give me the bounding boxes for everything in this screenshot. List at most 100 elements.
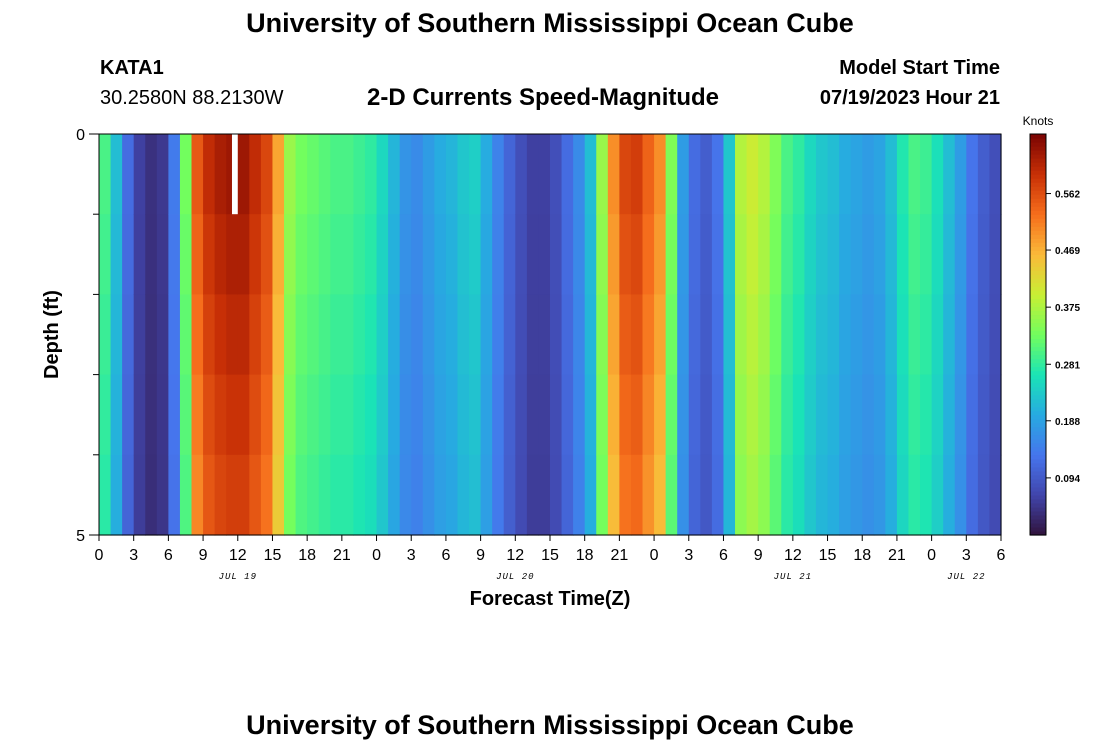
colorbar-segment: [1030, 374, 1046, 380]
heatmap-cell: [873, 214, 886, 295]
heatmap-cell: [769, 214, 782, 295]
colorbar-segment: [1030, 170, 1046, 175]
heatmap-cell: [619, 374, 632, 456]
heatmap-cell: [804, 294, 817, 376]
heatmap-cell: [896, 374, 910, 456]
heatmap-cell: [388, 214, 401, 295]
heatmap-cell: [457, 294, 470, 376]
heatmap-cell: [307, 374, 320, 456]
heatmap-cell: [804, 374, 817, 456]
heatmap-cell: [977, 294, 991, 376]
heatmap-cell: [284, 134, 297, 215]
heatmap-cell: [341, 454, 355, 536]
heatmap-cell: [237, 134, 250, 215]
heatmap-cell: [122, 214, 135, 295]
heatmap-cell: [804, 134, 817, 215]
heatmap-cell: [99, 134, 112, 215]
heatmap-cell: [677, 214, 690, 295]
heatmap-cell: [908, 374, 921, 456]
colorbar-segment: [1030, 350, 1046, 356]
colorbar-segment: [1030, 466, 1046, 472]
heatmap-cell: [272, 214, 285, 295]
colorbar-segment: [1030, 354, 1046, 360]
day-label: JUL 22: [947, 572, 985, 582]
x-tick-label: 12: [784, 547, 802, 564]
heatmap-cell: [943, 134, 956, 215]
heatmap-cell: [272, 454, 285, 536]
heatmap-cell: [688, 214, 701, 295]
colorbar-segment: [1030, 142, 1046, 147]
heatmap-cell: [596, 214, 609, 295]
heatmap-cell: [931, 214, 944, 295]
colorbar-segment: [1030, 218, 1046, 223]
heatmap-cell: [781, 134, 794, 215]
heatmap-cell: [145, 374, 158, 456]
heatmap-cell: [619, 454, 632, 536]
colorbar-title: Knots: [1023, 114, 1054, 128]
heatmap-cell: [642, 294, 655, 376]
heatmap-cell: [735, 294, 748, 376]
colorbar-segment: [1030, 490, 1046, 496]
heatmap-cell: [746, 374, 759, 456]
heatmap-cell: [214, 134, 227, 215]
heatmap-cell: [214, 214, 227, 295]
heatmap-cell: [203, 454, 216, 536]
heatmap-cell: [862, 294, 875, 376]
heatmap-cell: [318, 134, 331, 215]
heatmap-cell: [237, 294, 250, 376]
x-tick-label: 12: [229, 547, 247, 564]
heatmap-cell: [977, 374, 991, 456]
heatmap-cell: [573, 374, 586, 456]
heatmap-cell: [353, 454, 366, 536]
heatmap-cell: [133, 374, 146, 456]
heatmap-cell: [191, 374, 204, 456]
heatmap-cell: [630, 134, 644, 215]
heatmap-cell: [492, 454, 505, 536]
footer-title: University of Southern Mississippi Ocean…: [246, 710, 854, 740]
heatmap-cell: [804, 454, 817, 536]
heatmap-cell: [723, 374, 736, 456]
day-label: JUL 19: [219, 572, 257, 582]
colorbar-segment: [1030, 398, 1046, 404]
heatmap-cell: [862, 454, 875, 536]
heatmap-cell: [469, 454, 482, 536]
heatmap-cell: [515, 454, 528, 536]
heatmap-cell: [99, 214, 112, 295]
x-tick-label: 9: [476, 547, 485, 564]
heatmap-cell: [203, 294, 216, 376]
heatmap-cell: [399, 214, 412, 295]
heatmap-cell: [307, 294, 320, 376]
colorbar-tick-label: 0.094: [1055, 474, 1080, 485]
heatmap-cell: [434, 374, 447, 456]
colorbar-segment: [1030, 330, 1046, 336]
heatmap-cell: [723, 454, 736, 536]
colorbar-segment: [1030, 158, 1046, 163]
heatmap-cell: [792, 134, 806, 215]
heatmap-cell: [295, 454, 308, 536]
heatmap-cell: [295, 294, 308, 376]
colorbar-frame: [1029, 133, 1047, 536]
colorbar-segment: [1030, 202, 1046, 207]
heatmap-cell: [526, 454, 540, 536]
heatmap-cell: [966, 294, 979, 376]
heatmap-cell: [711, 214, 725, 295]
heatmap-cell: [873, 454, 886, 536]
heatmap-cell: [295, 374, 308, 456]
colorbar-segment: [1030, 506, 1046, 512]
colorbar-segment: [1030, 174, 1046, 179]
heatmap-cell: [607, 454, 620, 536]
heatmap-cell: [434, 134, 447, 215]
heatmap-cell: [954, 374, 967, 456]
x-tick-label: 6: [719, 547, 728, 564]
colorbar-segment: [1030, 234, 1046, 239]
colorbar-segment: [1030, 426, 1046, 432]
heatmap-cell: [758, 374, 771, 456]
colorbar-segment: [1030, 258, 1046, 263]
colorbar-segment: [1030, 486, 1046, 492]
station-id: KATA1: [100, 57, 164, 79]
heatmap-cell: [133, 454, 146, 536]
x-tick-label: 3: [407, 547, 416, 564]
x-tick-label: 9: [754, 547, 763, 564]
heatmap-cell: [619, 214, 632, 295]
heatmap-cell: [249, 294, 262, 376]
